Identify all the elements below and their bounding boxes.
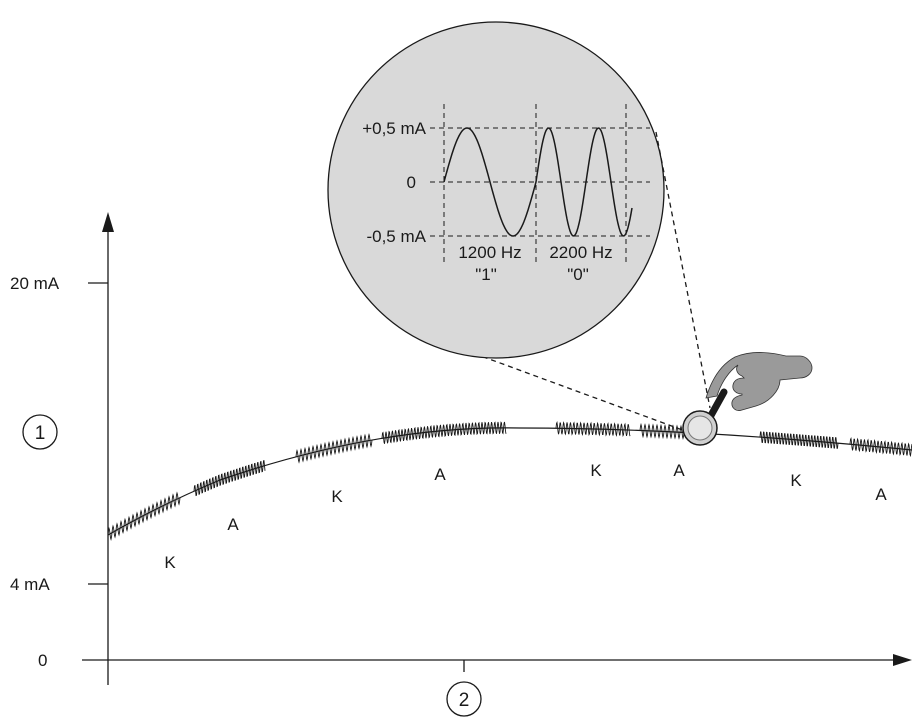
segment-label-k1: K xyxy=(164,553,176,572)
segment-label-a3: A xyxy=(673,461,685,480)
inset-label-zero: 0 xyxy=(407,173,416,192)
hart-burst-8 xyxy=(849,436,912,458)
inset-bit-1: "1" xyxy=(475,265,497,284)
segment-label-a1: A xyxy=(227,515,239,534)
x-axis-callout-number: 2 xyxy=(459,690,470,711)
magnifier-guide-right xyxy=(655,131,711,409)
probe-lens-inner xyxy=(687,415,713,441)
hand-icon xyxy=(705,351,813,411)
y-tick-label-20ma: 20 mA xyxy=(10,274,60,293)
hart-burst-1 xyxy=(107,491,181,541)
analog-signal-curve xyxy=(107,427,912,536)
segment-label-k4: K xyxy=(790,471,802,490)
inset-bit-0: "0" xyxy=(567,265,589,284)
hart-burst-3 xyxy=(295,433,373,464)
y-tick-label-0: 0 xyxy=(38,651,47,670)
y-axis-callout-number: 1 xyxy=(35,423,46,444)
inset-freq-1200: 1200 Hz xyxy=(458,243,521,262)
segment-label-k2: K xyxy=(331,487,343,506)
hart-burst-7 xyxy=(759,431,839,449)
segment-label-k3: K xyxy=(590,461,602,480)
y-tick-label-4ma: 4 mA xyxy=(10,575,50,594)
hart-burst-4 xyxy=(381,421,507,444)
hart-burst-6 xyxy=(639,422,687,441)
inset-circle xyxy=(327,21,665,359)
inset-freq-2200: 2200 Hz xyxy=(549,243,612,262)
hart-burst-2 xyxy=(193,460,266,497)
inset-label-minus: -0,5 mA xyxy=(366,227,426,246)
hand-with-magnifier-icon xyxy=(682,351,813,446)
y-axis-arrow-icon xyxy=(102,212,114,232)
y-axis-callout xyxy=(22,414,58,450)
hart-burst-5 xyxy=(555,421,631,437)
inset-waveform xyxy=(443,127,633,237)
inset-label-plus: +0,5 mA xyxy=(362,119,426,138)
x-axis-callout xyxy=(446,681,482,717)
segment-label-a4: A xyxy=(875,485,887,504)
x-axis-arrow-icon xyxy=(893,654,912,666)
segment-label-a2: A xyxy=(434,465,446,484)
magnified-inset: +0,5 mA 0 -0,5 mA 1200 Hz "1" 2200 Hz "0… xyxy=(327,21,665,359)
hart-signal-bursts xyxy=(107,421,912,541)
